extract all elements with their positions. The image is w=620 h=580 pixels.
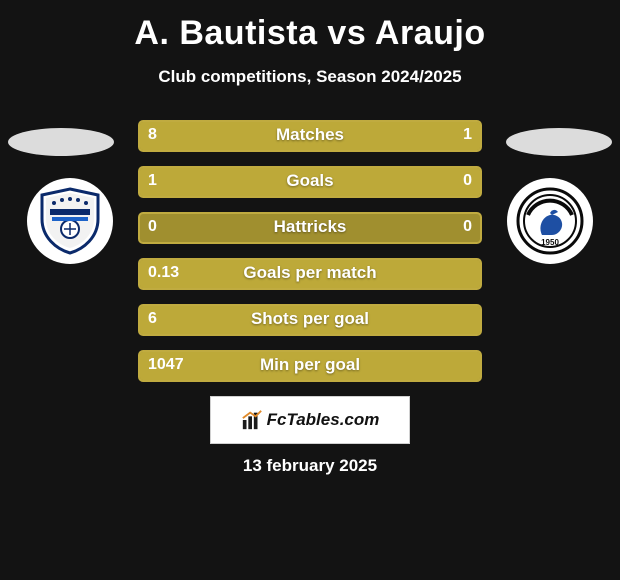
stat-value-right: 0	[463, 212, 472, 242]
stat-value-left: 0.13	[148, 258, 179, 288]
fctables-icon	[241, 409, 263, 431]
stat-label: Goals	[138, 166, 482, 196]
stat-value-left: 1	[148, 166, 157, 196]
stat-row: Min per goal1047	[138, 350, 482, 382]
page-subtitle: Club competitions, Season 2024/2025	[0, 67, 620, 87]
stat-value-left: 8	[148, 120, 157, 150]
player-oval-right	[506, 128, 612, 156]
pachuca-crest-icon	[34, 185, 106, 257]
stat-label: Shots per goal	[138, 304, 482, 334]
stat-value-left: 6	[148, 304, 157, 334]
stat-value-right: 1	[463, 120, 472, 150]
svg-text:1950: 1950	[541, 238, 559, 247]
fctables-label: FcTables.com	[267, 410, 380, 430]
stat-label: Matches	[138, 120, 482, 150]
player-oval-left	[8, 128, 114, 156]
stat-row: Hattricks0 0	[138, 212, 482, 244]
stat-value-left: 1047	[148, 350, 184, 380]
stat-label: Min per goal	[138, 350, 482, 380]
stat-row: Shots per goal6	[138, 304, 482, 336]
club-logo-right: 1950	[507, 178, 593, 264]
stat-row: Matches8 1	[138, 120, 482, 152]
page-title: A. Bautista vs Araujo	[0, 14, 620, 53]
stat-label: Hattricks	[138, 212, 482, 242]
club-logo-left	[27, 178, 113, 264]
fctables-badge: FcTables.com	[210, 396, 410, 444]
comparison-infographic: A. Bautista vs Araujo Club competitions,…	[0, 0, 620, 87]
footer-date: 13 february 2025	[0, 456, 620, 476]
stat-label: Goals per match	[138, 258, 482, 288]
stat-value-right: 0	[463, 166, 472, 196]
stat-value-left: 0	[148, 212, 157, 242]
queretaro-crest-icon: 1950	[514, 185, 586, 257]
stat-row: Goals1 0	[138, 166, 482, 198]
stat-row: Goals per match0.13	[138, 258, 482, 290]
stats-column: Matches81Goals10Hattricks00Goals per mat…	[138, 120, 482, 396]
